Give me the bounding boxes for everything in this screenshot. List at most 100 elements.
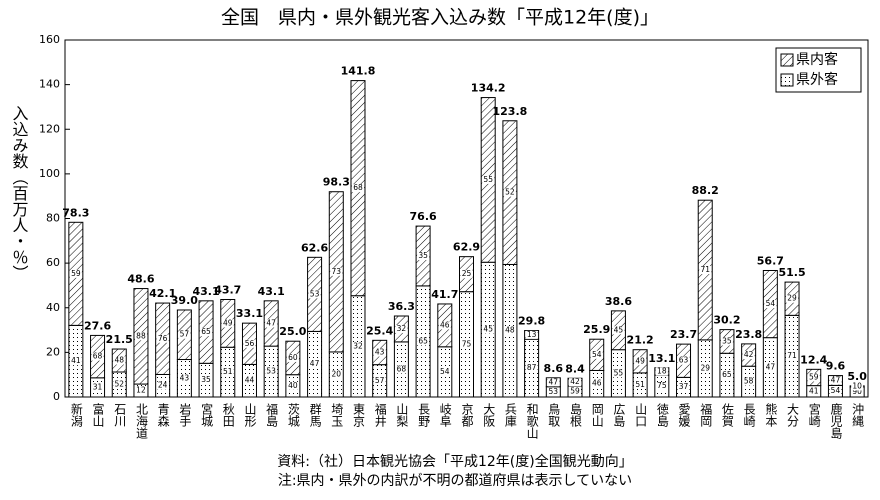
percent-label: 32 — [397, 324, 407, 333]
x-tick-label: 宮崎 — [807, 402, 821, 427]
percent-bg — [720, 337, 733, 346]
percent-bg — [178, 330, 191, 339]
percent-label: 53 — [549, 387, 559, 396]
x-tick-label: 富山 — [91, 402, 105, 427]
percent-bg — [113, 380, 126, 389]
x-tick-label: 秋田 — [221, 403, 235, 427]
percent-label: 47 — [266, 318, 276, 327]
x-tick-label: 佐賀 — [720, 403, 734, 428]
total-label: 98.3 — [323, 176, 350, 189]
percent-bg — [612, 326, 625, 335]
x-tick-label: 長崎 — [742, 403, 756, 427]
percent-label: 44 — [245, 376, 255, 385]
note: 注:県内・県外の内訳が不明の都道府県は表示していない — [278, 473, 632, 489]
x-tick-label: 山口 — [634, 403, 648, 427]
percent-label: 54 — [766, 299, 776, 308]
total-label: 21.5 — [106, 333, 133, 346]
percent-bg — [113, 356, 126, 365]
percent-label: 54 — [592, 350, 602, 359]
percent-label: 56 — [245, 339, 255, 348]
percent-label: 40 — [288, 381, 298, 390]
percent-label: 43 — [375, 347, 385, 356]
percent-bg — [764, 300, 777, 309]
total-label: 8.6 — [544, 362, 564, 375]
percent-label: 29 — [787, 294, 797, 303]
x-tick-label: 岡山 — [590, 403, 604, 427]
percent-label: 49 — [223, 318, 233, 327]
total-label: 33.1 — [236, 307, 263, 320]
x-tick-label: 石川 — [113, 403, 127, 427]
percent-label: 59 — [809, 372, 819, 381]
x-tick-label: 茨城 — [286, 403, 300, 428]
y-tick-label: 20 — [46, 345, 60, 358]
percent-bg — [569, 378, 582, 387]
total-label: 8.4 — [565, 362, 585, 375]
percent-label: 65 — [722, 370, 732, 379]
percent-label: 76 — [158, 334, 168, 343]
percent-bg — [91, 352, 104, 361]
legend-swatch — [780, 53, 794, 67]
percent-label: 87 — [527, 363, 537, 372]
percent-label: 46 — [440, 320, 450, 329]
percent-bg — [655, 382, 668, 391]
total-label: 123.8 — [493, 105, 528, 118]
total-label: 141.8 — [341, 65, 376, 78]
x-tick-label: 宮城 — [200, 402, 214, 428]
percent-bg — [677, 356, 690, 365]
total-label: 25.9 — [583, 323, 610, 336]
percent-label: 43 — [180, 373, 190, 382]
total-label: 29.8 — [518, 315, 545, 328]
total-label: 43.1 — [258, 285, 285, 298]
percent-label: 25 — [462, 269, 472, 278]
percent-label: 47 — [766, 362, 776, 371]
x-tick-label: 埼玉 — [330, 403, 344, 427]
percent-label: 45 — [483, 325, 493, 334]
percent-bg — [286, 353, 299, 362]
x-tick-label: 大分 — [786, 403, 800, 428]
percent-bg — [525, 330, 538, 339]
percent-bg — [634, 357, 647, 366]
total-label: 78.3 — [62, 206, 89, 219]
percent-label: 35 — [201, 375, 211, 384]
percent-bg — [851, 382, 864, 391]
x-tick-label: 大阪 — [482, 403, 496, 428]
percent-bg — [742, 377, 755, 386]
percent-bg — [330, 267, 343, 276]
percent-label: 52 — [114, 380, 124, 389]
total-label: 9.6 — [826, 360, 846, 373]
percent-bg — [547, 378, 560, 387]
percent-label: 68 — [353, 183, 363, 192]
percent-bg — [438, 367, 451, 376]
percent-label: 71 — [787, 351, 797, 360]
percent-bg — [265, 367, 278, 376]
percent-label: 73 — [332, 267, 342, 276]
x-tick-label: 沖縄 — [851, 403, 865, 427]
percent-bg — [503, 326, 516, 335]
x-tick-label: 北海道 — [134, 403, 148, 439]
total-label: 39.0 — [171, 294, 198, 307]
percent-bg — [286, 381, 299, 390]
percent-label: 53 — [266, 367, 276, 376]
percent-bg — [807, 373, 820, 382]
percent-bg — [634, 380, 647, 389]
percent-bg — [829, 376, 842, 385]
x-tick-label: 新潟 — [69, 402, 83, 427]
percent-label: 24 — [158, 381, 168, 390]
percent-bg — [91, 383, 104, 392]
percent-bg — [351, 342, 364, 351]
legend-label: 県外客 — [796, 71, 838, 88]
percent-label: 55 — [483, 175, 493, 184]
x-tick-label: 島根 — [569, 402, 583, 427]
percent-label: 18 — [657, 366, 667, 375]
total-label: 51.5 — [778, 266, 805, 279]
x-tick-label: 長野 — [417, 403, 431, 427]
percent-label: 59 — [570, 387, 580, 396]
total-label: 12.4 — [800, 353, 827, 366]
total-label: 43.7 — [214, 283, 241, 296]
x-tick-label: 熊本 — [764, 402, 778, 428]
percent-bg — [243, 376, 256, 385]
percent-bg — [351, 184, 364, 193]
percent-label: 55 — [614, 368, 624, 377]
percent-bg — [308, 290, 321, 299]
x-tick-label: 和歌山 — [525, 403, 539, 439]
